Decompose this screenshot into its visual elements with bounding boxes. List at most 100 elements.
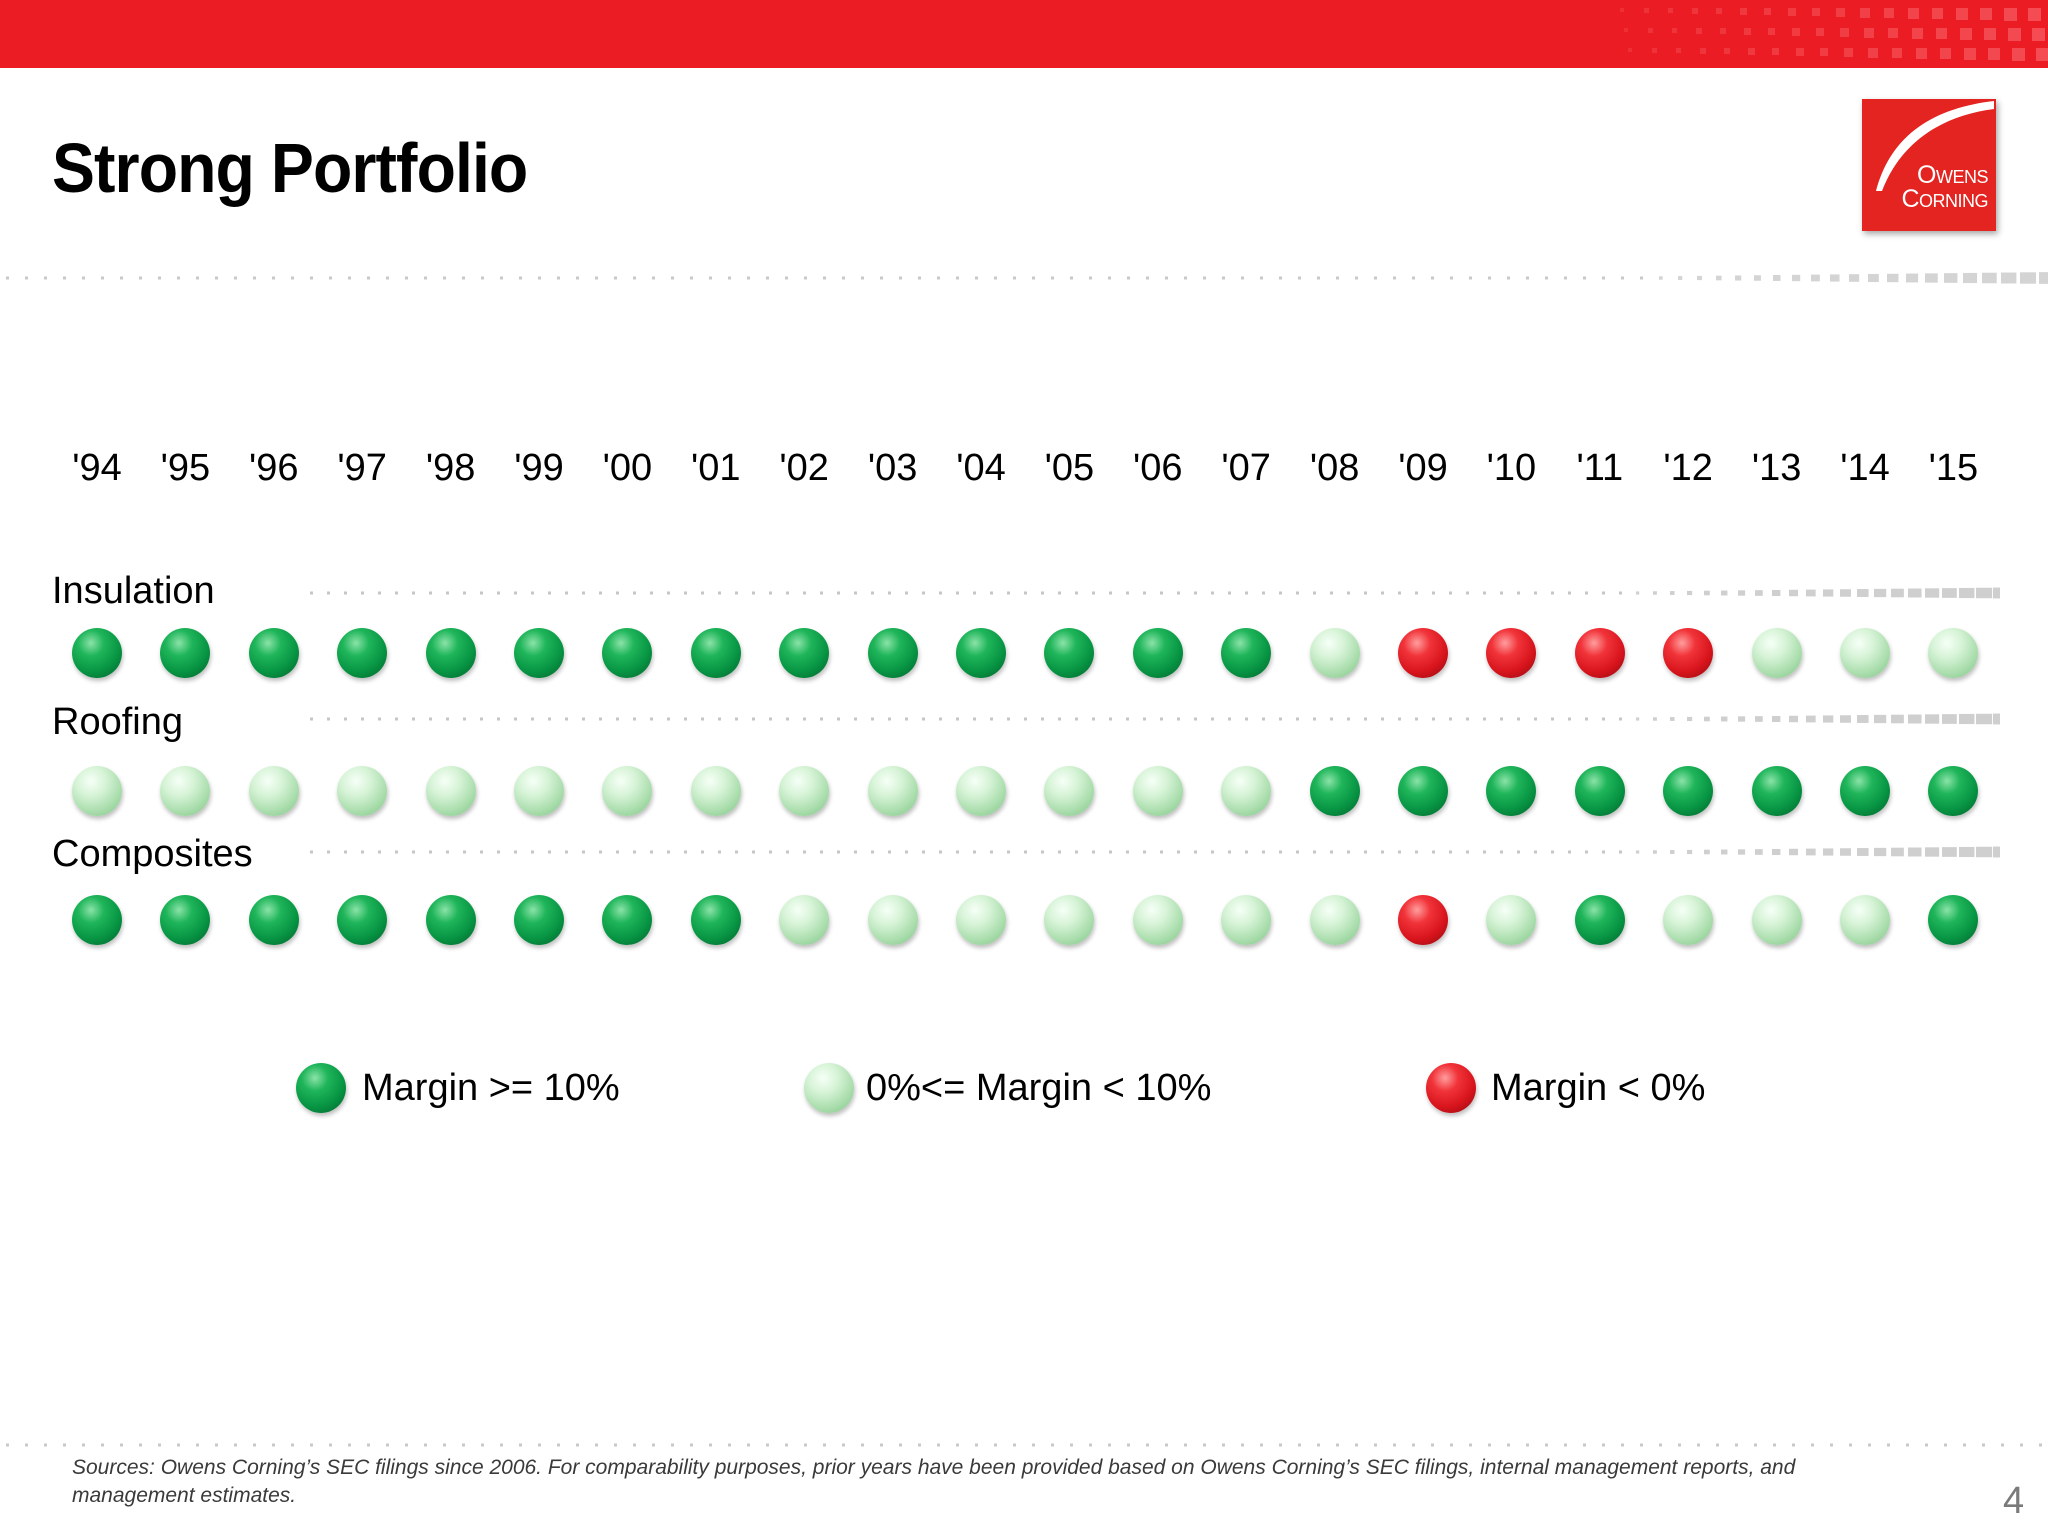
divider-dot: [1024, 850, 1027, 854]
divider-dot: [1755, 590, 1763, 596]
divider-dot: [1313, 591, 1316, 595]
divider-dot: [1806, 715, 1816, 723]
banner-square: [1984, 28, 1996, 40]
divider-dot: [1551, 850, 1554, 854]
divider-dot: [2001, 272, 2017, 284]
divider-dot: [1806, 589, 1816, 597]
divider-dot: [82, 276, 85, 280]
divider-dot: [1177, 850, 1180, 854]
divider-dot: [1659, 276, 1663, 280]
divider-dot: [1108, 276, 1111, 280]
divider-dot: [1298, 276, 1301, 280]
margin-ball-composites-19: [1751, 895, 1802, 945]
footer-divider: [6, 1443, 2042, 1447]
divider-dot: [1857, 589, 1869, 597]
divider-dot: [861, 1443, 864, 1447]
divider-dot: [1874, 714, 1887, 724]
divider-dot: [1687, 716, 1693, 722]
divider-dot: [667, 591, 670, 595]
divider-dot: [871, 850, 874, 854]
banner-square: [1908, 8, 1919, 19]
divider-dot: [429, 717, 432, 721]
divider-dot: [1347, 717, 1350, 721]
divider-dot: [1849, 274, 1860, 282]
divider-dot: [1051, 276, 1054, 280]
divider-dot: [565, 717, 568, 721]
divider-dot: [1450, 276, 1453, 280]
divider-dot: [1670, 591, 1675, 595]
divider-dot: [1687, 849, 1693, 855]
divider-dot: [1534, 717, 1537, 721]
divider-dot: [361, 850, 364, 854]
divider-dot: [1830, 1443, 1833, 1447]
divider-dot: [1488, 276, 1491, 280]
divider-dot: [1466, 717, 1469, 721]
banner-square: [1620, 8, 1624, 12]
divider-dot: [837, 591, 840, 595]
divider-dot: [803, 850, 806, 854]
divider-dot: [747, 276, 750, 280]
banner-square: [1692, 8, 1698, 14]
divider-dot: [1203, 276, 1206, 280]
legend-label-low: 0%<= Margin < 10%: [866, 1067, 1212, 1109]
divider-dot: [1007, 717, 1010, 721]
divider-dot: [1449, 717, 1452, 721]
margin-ball-composites-21: [1928, 895, 1979, 945]
divider-dot: [1211, 591, 1214, 595]
divider-dot: [786, 591, 789, 595]
year-label: '11: [1576, 447, 1624, 489]
divider-dot: [990, 717, 993, 721]
divider-dot: [1260, 276, 1263, 280]
divider-dot: [63, 1443, 66, 1447]
banner-square: [2032, 28, 2045, 41]
margin-ball-roofing-9: [867, 766, 918, 816]
divider-dot: [1568, 591, 1571, 595]
divider-dot: [1823, 848, 1834, 856]
divider-dot: [1830, 274, 1840, 282]
divider-dot: [820, 591, 823, 595]
year-label: '01: [691, 447, 741, 489]
row-label-roofing: Roofing: [52, 701, 183, 743]
divider-dot: [1868, 1443, 1871, 1447]
divider-dot: [82, 1443, 85, 1447]
divider-dot: [820, 850, 823, 854]
divider-dot: [671, 276, 674, 280]
divider-dot: [1330, 591, 1333, 595]
banner-square: [1884, 8, 1894, 18]
divider-dot: [424, 276, 427, 280]
banner-square: [1764, 8, 1771, 15]
divider-dot: [1469, 1443, 1472, 1447]
divider-dot: [139, 276, 142, 280]
divider-dot: [1347, 850, 1350, 854]
divider-dot: [63, 276, 66, 280]
banner-square: [2004, 8, 2017, 21]
divider-dot: [565, 591, 568, 595]
year-label: '94: [72, 447, 122, 489]
divider-dot: [582, 850, 585, 854]
divider-dot: [1298, 1443, 1301, 1447]
divider-dot: [538, 1443, 541, 1447]
banner-square: [1768, 28, 1775, 35]
divider-dot: [1412, 1443, 1415, 1447]
divider-dot: [500, 276, 503, 280]
divider-dot: [405, 1443, 408, 1447]
divider-dot: [1296, 591, 1299, 595]
divider-dot: [1976, 846, 1993, 858]
divider-dot: [514, 591, 517, 595]
divider-dot: [1211, 850, 1214, 854]
divider-dot: [1194, 850, 1197, 854]
divider-dot: [769, 591, 772, 595]
divider-dot: [1160, 717, 1163, 721]
divider-dot: [1721, 849, 1728, 855]
divider-dot: [429, 591, 432, 595]
divider-dot: [633, 1443, 636, 1447]
divider-dot: [1619, 717, 1622, 721]
margin-ball-composites-12: [1132, 895, 1183, 945]
divider-dot: [514, 850, 517, 854]
divider-dot: [1963, 1443, 1966, 1447]
divider-dot: [215, 1443, 218, 1447]
divider-dot: [405, 276, 408, 280]
divider-dot: [576, 1443, 579, 1447]
margin-ball-insulation-7: [690, 628, 741, 678]
divider-dot: [1431, 1443, 1434, 1447]
